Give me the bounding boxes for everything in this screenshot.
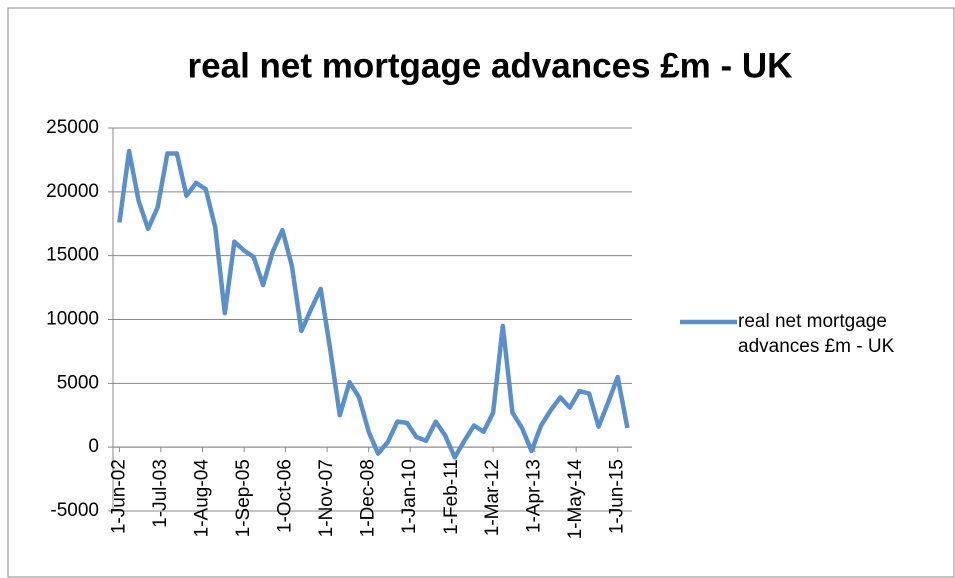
y-tick-label: 5000: [57, 372, 99, 393]
y-tick-label: 0: [88, 436, 99, 457]
y-tick-label: 15000: [46, 245, 99, 266]
x-tick-label: 1-Aug-04: [192, 459, 213, 538]
y-tick-label: 25000: [46, 117, 99, 138]
x-tick-label: 1-Sep-05: [233, 459, 254, 537]
y-tick-label: 10000: [46, 309, 99, 330]
data-line: [117, 148, 630, 460]
legend-label: real net mortgage advances £m - UK: [738, 311, 895, 357]
x-tick-label: 1-Oct-06: [275, 459, 296, 533]
x-tick-label: 1-Feb-11: [441, 459, 462, 535]
x-tick-label: 1-May-14: [565, 459, 586, 540]
y-tick-label: 20000: [46, 181, 99, 202]
x-tick-label: 1-Apr-13: [524, 459, 545, 533]
x-tick-label: 1-Jul-03: [150, 459, 171, 528]
y-tick-label: -5000: [50, 500, 99, 521]
x-tick-label: 1-Nov-07: [316, 459, 337, 537]
x-tick-label: 1-Jun-15: [607, 459, 628, 534]
chart-frame: [7, 7, 955, 578]
x-tick-label: 1-Jan-10: [399, 459, 420, 534]
legend-box: real net mortgage advances £m - UK: [738, 311, 895, 357]
chart-title: real net mortgage advances £m - UK: [188, 46, 793, 85]
x-tick-label: 1-Jun-02: [108, 459, 129, 534]
x-tick-label: 1-Dec-08: [358, 459, 379, 537]
x-tick-label: 1-Mar-12: [482, 459, 503, 536]
